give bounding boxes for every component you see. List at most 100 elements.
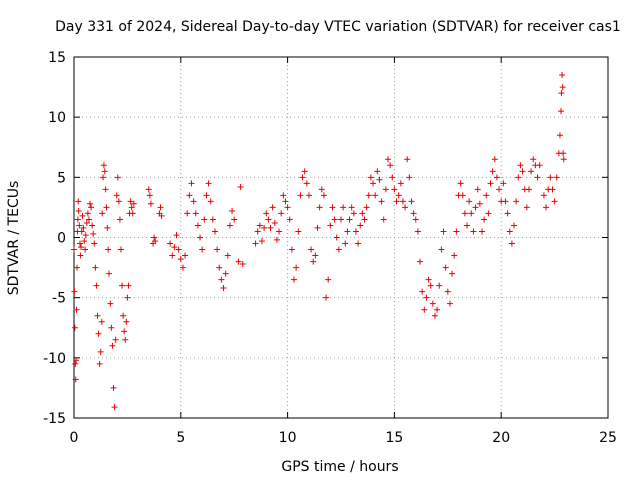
data-point (320, 192, 327, 199)
data-point (130, 200, 137, 207)
data-point (267, 224, 274, 231)
data-point (496, 186, 503, 193)
data-point (338, 216, 344, 223)
data-point (184, 210, 191, 217)
data-point (506, 228, 513, 235)
data-point (323, 294, 330, 301)
data-point (560, 150, 567, 157)
data-point (472, 204, 479, 211)
data-point (374, 168, 381, 175)
data-point (282, 198, 289, 205)
x-axis-label: GPS time / hours (281, 459, 398, 475)
data-point (355, 240, 362, 247)
data-point (175, 246, 182, 253)
data-point (100, 162, 107, 169)
data-point (78, 244, 85, 251)
data-point (124, 294, 131, 301)
data-point (171, 244, 178, 251)
y-tick-label: -5 (52, 291, 66, 307)
data-point (350, 210, 357, 217)
data-point (399, 198, 406, 205)
data-point (71, 288, 78, 295)
x-tick-label: 20 (492, 430, 510, 446)
data-point (382, 186, 389, 193)
data-point (308, 246, 315, 253)
data-point (361, 216, 368, 223)
data-point (119, 282, 126, 289)
data-point (530, 156, 537, 163)
data-point (303, 180, 310, 187)
data-point (109, 342, 116, 349)
data-point (205, 180, 212, 187)
data-point (513, 198, 520, 205)
data-point (525, 186, 532, 193)
data-point (414, 228, 421, 235)
data-point (263, 210, 270, 217)
data-point (395, 192, 402, 199)
data-point (76, 222, 83, 229)
data-point (273, 236, 280, 243)
data-point (483, 192, 490, 199)
data-point (301, 168, 308, 175)
data-point (82, 232, 89, 239)
data-point (461, 210, 468, 217)
data-point (92, 264, 99, 271)
data-point (158, 212, 165, 219)
data-point (389, 174, 396, 181)
data-point (71, 246, 77, 253)
data-point (517, 162, 524, 169)
data-point (79, 212, 86, 219)
data-point (271, 220, 278, 227)
data-point (85, 216, 92, 223)
data-point (72, 360, 79, 367)
data-point (88, 204, 95, 211)
data-point (295, 228, 302, 235)
data-point (211, 228, 218, 235)
data-point (357, 222, 364, 229)
data-point (197, 234, 204, 241)
data-point (325, 276, 332, 283)
data-point (449, 270, 456, 277)
data-point (481, 216, 488, 223)
data-point (203, 192, 210, 199)
data-point (331, 216, 338, 223)
data-point (491, 156, 498, 163)
data-point (216, 264, 223, 271)
data-point (128, 204, 135, 211)
data-point (485, 210, 492, 217)
data-point (549, 186, 556, 193)
data-point (314, 224, 321, 231)
data-point (352, 228, 359, 235)
data-point (340, 204, 347, 211)
data-point (218, 276, 225, 283)
data-point (252, 240, 259, 247)
data-point (121, 328, 128, 335)
data-point (207, 198, 214, 205)
data-point (82, 246, 89, 253)
data-point (372, 192, 379, 199)
y-tick-label: 10 (48, 110, 66, 126)
data-point (468, 210, 475, 217)
data-point (146, 192, 153, 199)
data-point (103, 204, 110, 211)
data-point (444, 288, 451, 295)
data-point (299, 174, 306, 181)
data-point (113, 192, 120, 199)
data-point (114, 174, 121, 181)
data-point (431, 312, 438, 319)
data-point (261, 224, 268, 231)
data-point (87, 200, 94, 207)
data-point (410, 210, 417, 217)
data-point (419, 288, 426, 295)
data-point (107, 300, 114, 307)
data-point (380, 216, 387, 223)
data-point (504, 210, 511, 217)
data-point (91, 240, 98, 247)
data-point (90, 230, 97, 237)
data-point (94, 312, 101, 319)
data-point (231, 216, 238, 223)
data-point (363, 204, 370, 211)
data-point (81, 238, 88, 245)
data-point (192, 210, 199, 217)
data-point (120, 312, 127, 319)
